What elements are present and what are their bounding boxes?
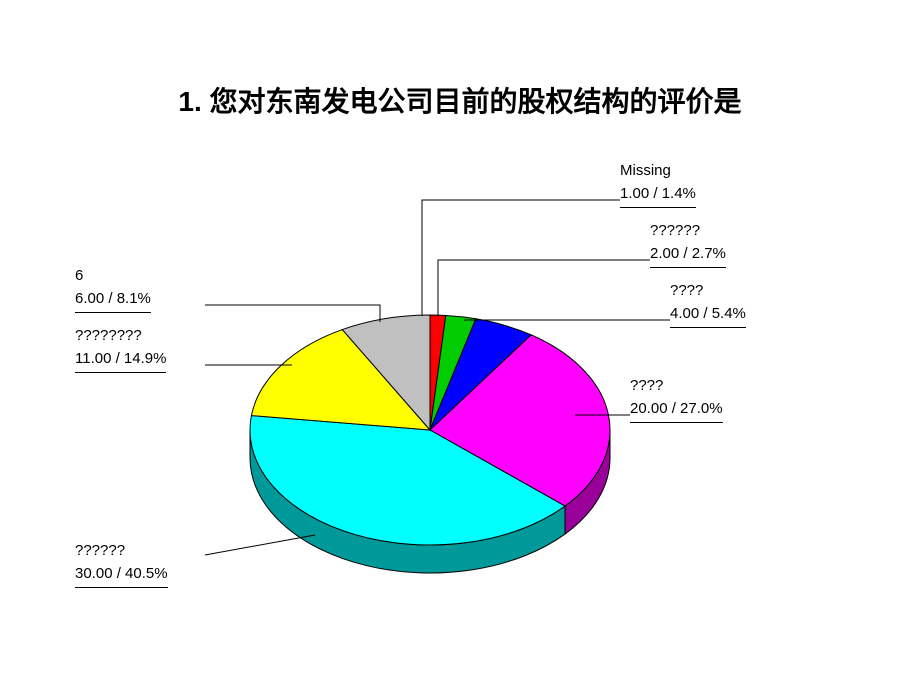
pie-label: ????4.00 / 5.4% <box>670 280 746 328</box>
pie-chart: Missing1.00 / 1.4% ??????2.00 / 2.7% ????4… <box>60 150 860 650</box>
pie-label: ????????11.00 / 14.9% <box>75 325 166 373</box>
pie-label: 66.00 / 8.1% <box>75 265 151 313</box>
pie-label: Missing1.00 / 1.4% <box>620 160 696 208</box>
pie-label: ??????2.00 / 2.7% <box>650 220 726 268</box>
pie-label: ??????30.00 / 40.5% <box>75 540 168 588</box>
pie-svg <box>60 150 860 650</box>
pie-label: ????20.00 / 27.0% <box>630 375 723 423</box>
page-title: 1. 您对东南发电公司目前的股权结构的评价是 <box>0 80 920 120</box>
